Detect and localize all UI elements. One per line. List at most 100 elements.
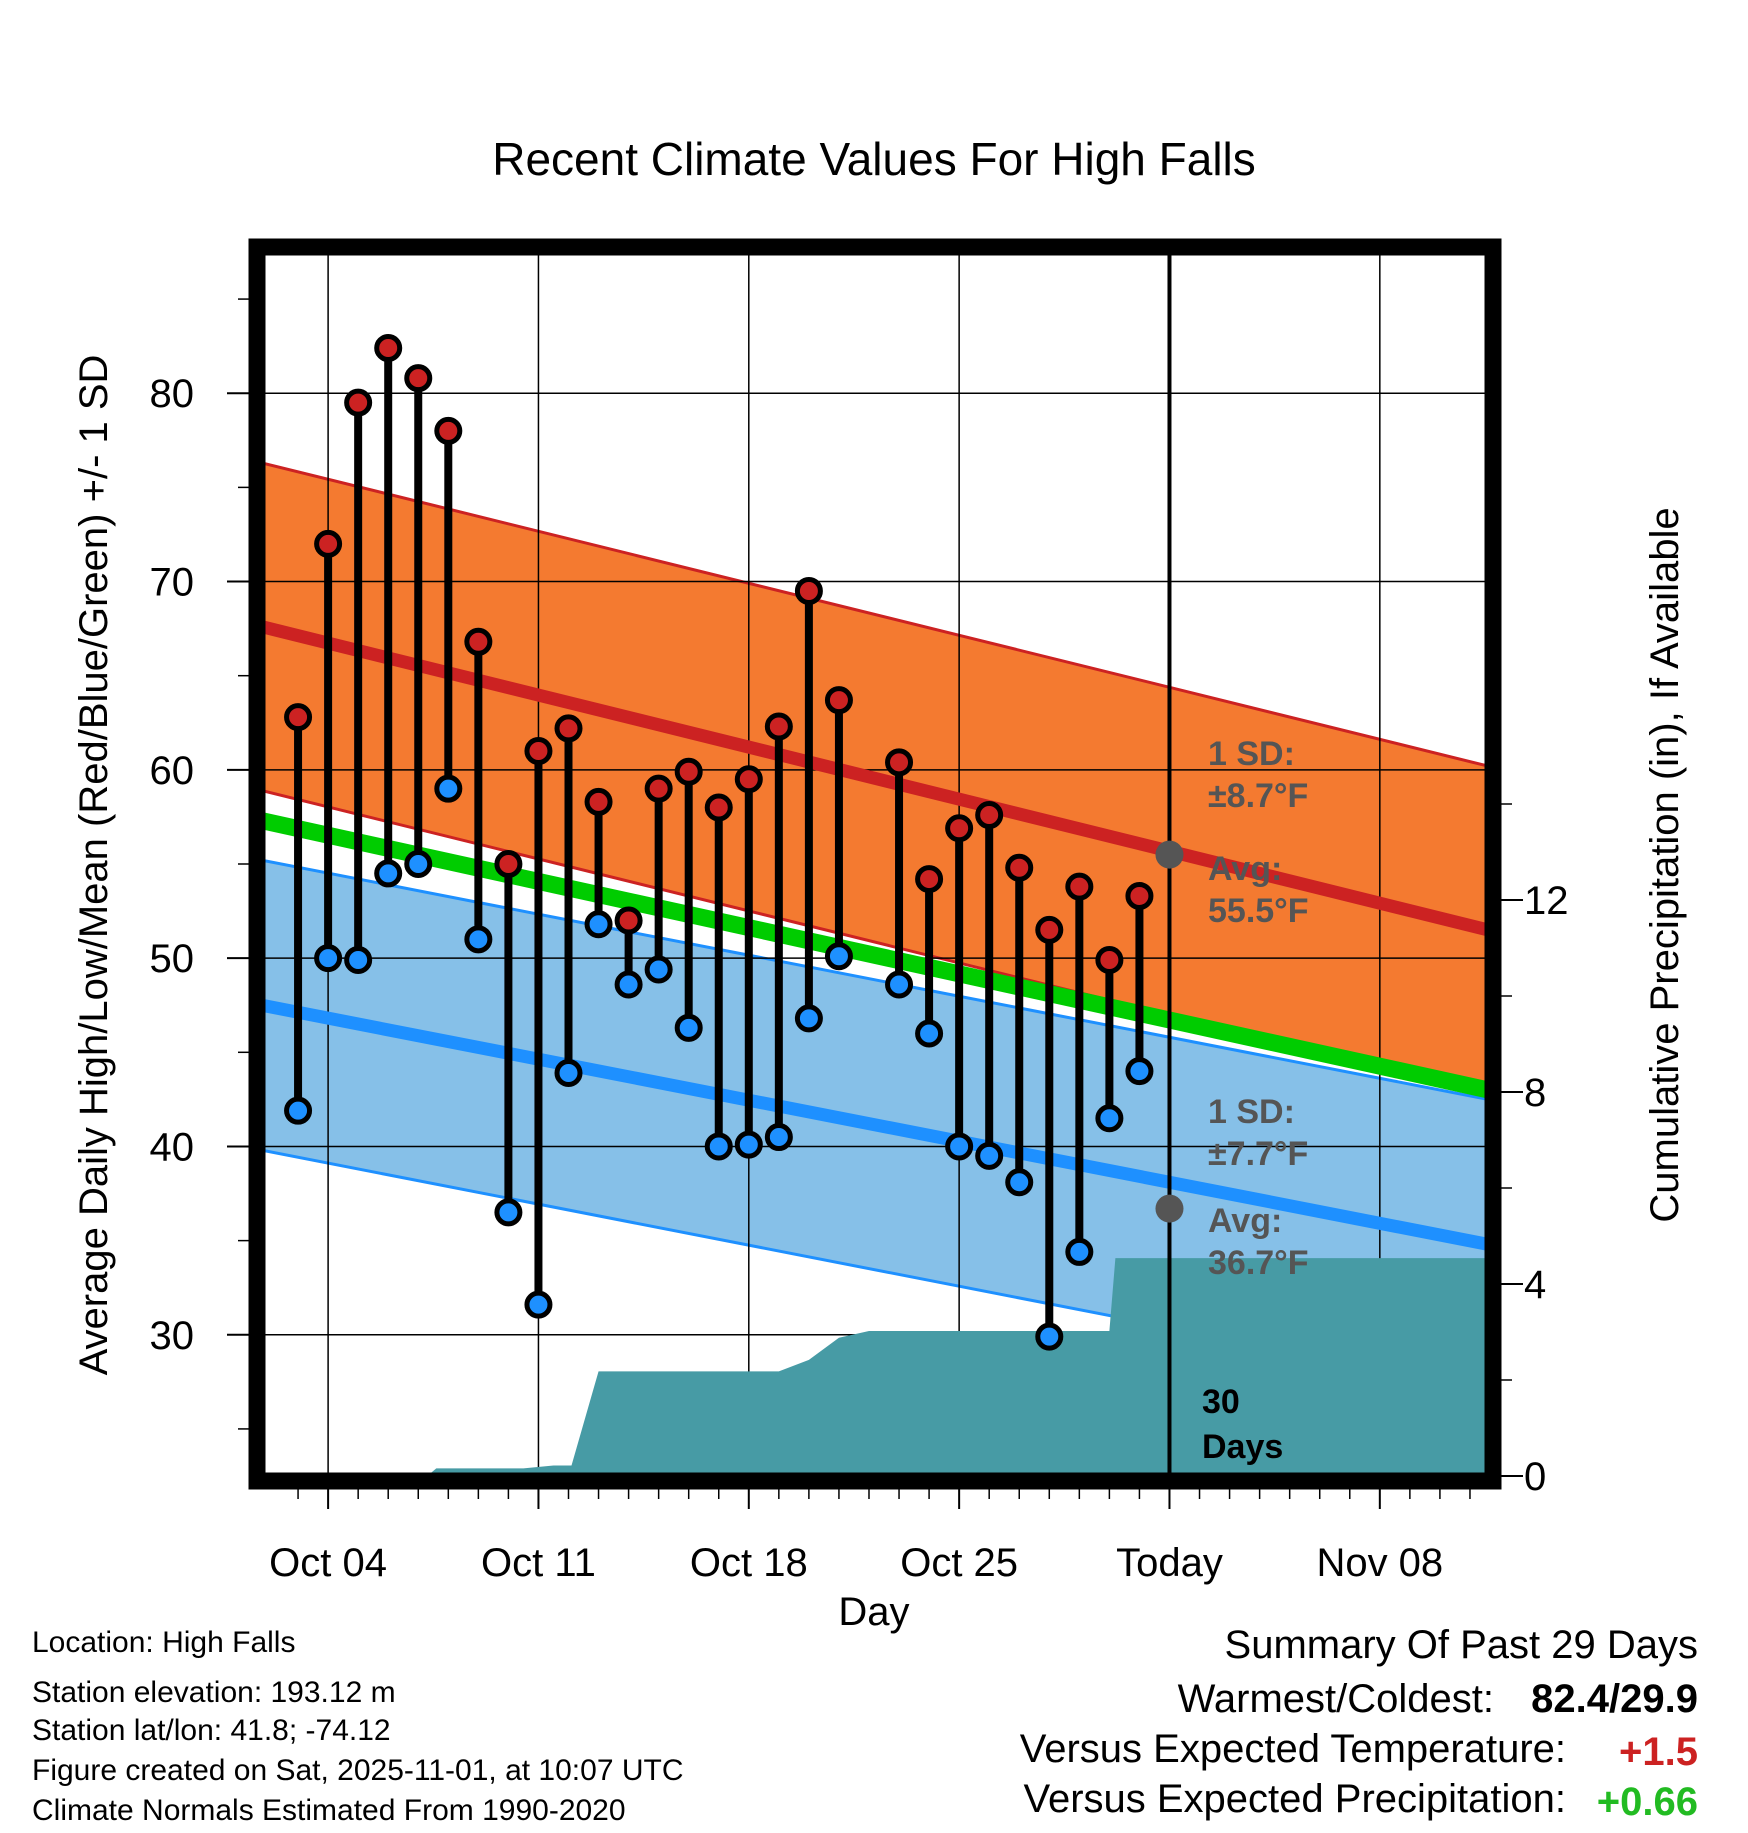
daily-high-marker — [1035, 915, 1064, 944]
x-tick-label: Today — [1116, 1541, 1223, 1585]
daily-low-marker — [1065, 1237, 1094, 1266]
summary-warm-value: 82.4/29.9 — [1531, 1677, 1698, 1721]
daily-high-marker — [404, 364, 433, 393]
daily-low-marker — [284, 1096, 313, 1125]
summary-precip-label: Versus Expected Precipitation: — [1023, 1777, 1566, 1821]
window-days-number: 30 — [1202, 1383, 1240, 1421]
y-right-tick-label: 12 — [1524, 879, 1569, 923]
daily-high-marker — [554, 714, 583, 743]
daily-low-marker — [494, 1198, 523, 1227]
x-tick-label: Oct 11 — [481, 1541, 596, 1585]
x-axis: Oct 04 Oct 11 Oct 18 Oct 25 Today Nov 08 — [269, 1489, 1471, 1585]
normal-lines — [262, 620, 1488, 1251]
daily-high-marker — [644, 774, 673, 803]
low-avg-value: 36.7°F — [1208, 1244, 1309, 1282]
daily-low-marker — [314, 944, 343, 973]
daily-high-marker — [945, 814, 974, 843]
mean-normal-line — [262, 812, 1488, 1099]
plot-area: 1 SD: ±8.7°F Avg: 55.5°F 1 SD: ±7.7°F Av… — [262, 252, 1488, 1476]
precip-area — [262, 1258, 1488, 1476]
y-left-tick-label: 50 — [150, 937, 195, 981]
high-sd-band-upper-edge — [262, 461, 1488, 768]
daily-high-marker — [314, 529, 343, 558]
daily-low-marker — [824, 942, 853, 971]
y-axis-right-label: Cumulative Precipitation (in), If Availa… — [1643, 507, 1687, 1222]
daily-low-marker — [404, 850, 433, 878]
high-sd-label: 1 SD: — [1208, 735, 1295, 773]
y-left-tick-label: 40 — [150, 1125, 195, 1169]
info-location: Location: High Falls — [32, 1626, 295, 1659]
daily-high-marker — [524, 737, 553, 766]
y-left-tick-label: 30 — [150, 1314, 195, 1358]
chart-title: Recent Climate Values For High Falls — [492, 133, 1256, 185]
daily-high-marker — [794, 576, 823, 605]
daily-high-marker — [584, 787, 613, 816]
daily-low-marker — [584, 910, 613, 939]
high-normal-line — [262, 620, 1488, 937]
high-avg-value: 55.5°F — [1208, 892, 1309, 930]
daily-high-marker — [824, 686, 853, 715]
y-right-tick-label: 8 — [1524, 1071, 1546, 1115]
daily-low-marker — [674, 1013, 703, 1042]
high-avg-today-dot — [1155, 840, 1184, 869]
daily-high-marker — [614, 906, 643, 935]
daily-high-marker — [494, 850, 523, 878]
daily-low-marker — [464, 925, 493, 954]
y-right-tick-label: 0 — [1524, 1455, 1546, 1499]
x-tick-label: Oct 25 — [900, 1541, 1018, 1585]
daily-low-marker — [1035, 1322, 1064, 1351]
x-tick-label: Nov 08 — [1316, 1541, 1443, 1585]
window-days-label: Days — [1202, 1428, 1283, 1466]
daily-low-marker — [434, 774, 463, 803]
daily-high-marker — [434, 416, 463, 445]
daily-high-marker — [915, 865, 944, 894]
x-axis-label: Day — [838, 1590, 909, 1634]
info-normals: Climate Normals Estimated From 1990-2020 — [32, 1794, 626, 1827]
low-normal-line — [262, 998, 1488, 1251]
daily-low-marker — [1005, 1168, 1034, 1197]
daily-low-marker — [614, 970, 643, 999]
daily-high-marker — [1095, 946, 1124, 975]
summary-panel: Summary Of Past 29 Days Warmest/Coldest:… — [1020, 1623, 1698, 1824]
low-sd-band-upper-edge — [262, 858, 1488, 1101]
daily-high-marker — [734, 765, 763, 794]
daily-low-marker — [644, 955, 673, 984]
summary-warm-label: Warmest/Coldest: — [1178, 1677, 1494, 1721]
info-elevation: Station elevation: 193.12 m — [32, 1676, 396, 1709]
daily-low-marker — [374, 859, 403, 888]
info-latlon: Station lat/lon: 41.8; -74.12 — [32, 1714, 391, 1747]
daily-low-marker — [885, 970, 914, 999]
daily-low-marker — [524, 1290, 553, 1319]
daily-low-marker — [1125, 1057, 1154, 1086]
daily-low-marker — [764, 1123, 793, 1152]
daily-low-marker — [1095, 1104, 1124, 1133]
low-avg-label: Avg: — [1208, 1202, 1282, 1240]
daily-high-marker — [704, 793, 733, 822]
daily-low-marker — [915, 1019, 944, 1048]
summary-temp-value: +1.5 — [1619, 1730, 1698, 1774]
summary-precip-value: +0.66 — [1597, 1780, 1698, 1824]
daily-low-marker — [344, 946, 373, 975]
x-tick-label: Oct 04 — [269, 1541, 387, 1585]
low-sd-value: ±7.7°F — [1208, 1135, 1308, 1173]
x-tick-label: Oct 18 — [690, 1541, 808, 1585]
daily-low-marker — [975, 1141, 1004, 1170]
station-info: Location: High Falls Station elevation: … — [32, 1626, 684, 1827]
daily-low-marker — [794, 1004, 823, 1033]
avg-dots — [1155, 840, 1184, 1223]
summary-temp-label: Versus Expected Temperature: — [1020, 1727, 1566, 1771]
daily-observations — [284, 334, 1154, 1351]
daily-high-marker — [975, 801, 1004, 830]
daily-high-marker — [764, 712, 793, 741]
daily-high-marker — [1005, 853, 1034, 882]
precip-layer — [262, 1258, 1488, 1476]
daily-high-marker — [284, 703, 313, 732]
daily-high-marker — [374, 334, 403, 363]
y-axis-right: 0 4 8 12 — [1501, 803, 1569, 1499]
y-left-tick-label: 70 — [150, 561, 195, 605]
daily-low-marker — [945, 1132, 974, 1161]
daily-high-marker — [885, 748, 914, 777]
daily-high-marker — [1125, 882, 1154, 911]
